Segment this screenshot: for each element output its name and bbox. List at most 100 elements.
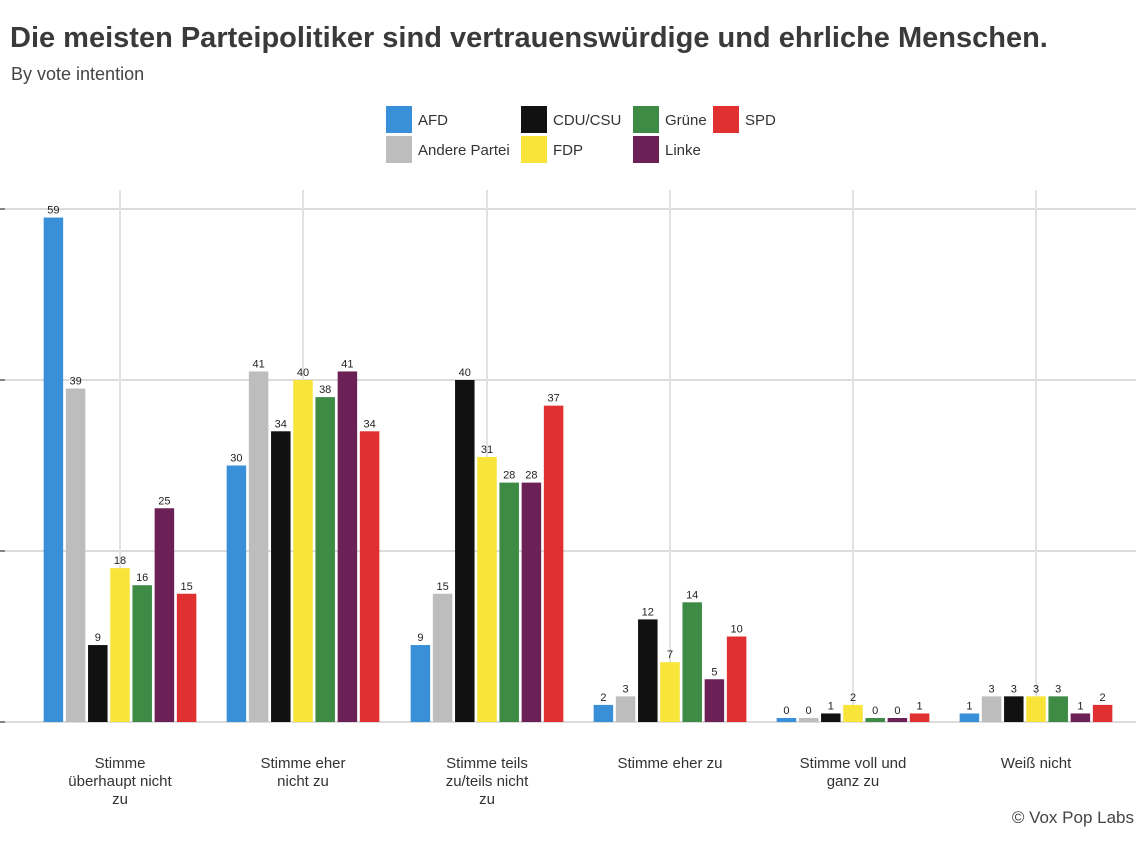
x-axis-labels: Stimme überhaupt nicht zu Stimme eher nicht … (68, 755, 1072, 808)
legend-item-afd: AFD (386, 106, 448, 133)
bar-cdu-csu (821, 713, 841, 722)
value-label: 40 (297, 367, 309, 379)
bar-gr-ne (682, 602, 702, 722)
legend-item-linke: Linke (633, 136, 701, 163)
legend-item-spd: SPD (713, 106, 776, 133)
legend: AFD CDU/CSU Grüne SPD Andere Partei FDP Linke (386, 106, 776, 163)
bar-cdu-csu (88, 645, 108, 722)
bar-andere-partei (798, 718, 819, 722)
bar-fdp (110, 568, 130, 722)
bar-gr-ne (1048, 696, 1068, 722)
bar-linke (704, 679, 725, 722)
value-label: 40 (459, 367, 471, 379)
bars (43, 217, 1113, 723)
legend-label: AFD (418, 112, 448, 129)
bar-afd (959, 713, 980, 722)
chart-subtitle: By vote intention (11, 64, 145, 84)
value-label: 18 (114, 555, 126, 567)
x-tick-label: Stimme voll und ganz zu (800, 755, 907, 790)
chart-title: Die meisten Parteipolitiker sind vertrau… (10, 22, 1048, 54)
bar-gr-ne (865, 718, 885, 722)
value-label: 34 (275, 418, 287, 430)
value-label: 41 (341, 358, 353, 370)
bar-andere-partei (981, 696, 1002, 722)
value-label: 15 (436, 581, 448, 593)
legend-swatch (633, 136, 659, 163)
value-label: 59 (47, 205, 59, 217)
bar-linke (154, 508, 175, 722)
bar-linke (887, 718, 908, 722)
bar-afd (776, 718, 797, 722)
bar-andere-partei (248, 371, 269, 722)
value-label: 0 (783, 705, 789, 717)
bar-fdp (293, 380, 313, 722)
value-label: 9 (417, 632, 423, 644)
value-label: 7 (667, 649, 673, 661)
legend-swatch (713, 106, 739, 133)
value-label: 3 (1033, 683, 1039, 695)
bar-afd (410, 645, 431, 722)
bar-fdp (1026, 696, 1046, 722)
legend-item-fdp: FDP (521, 136, 583, 163)
source-caption: © Vox Pop Labs (1011, 808, 1134, 827)
bar-spd (176, 593, 197, 722)
bar-spd (359, 431, 380, 722)
x-tick-label: Stimme überhaupt nicht zu (68, 755, 172, 808)
value-label: 25 (158, 495, 170, 507)
bar-linke (521, 482, 542, 722)
value-label: 2 (600, 692, 606, 704)
bar-spd (909, 713, 930, 722)
legend-label: Grüne (665, 112, 707, 129)
legend-label: FDP (553, 142, 583, 159)
legend-label: Linke (665, 142, 701, 159)
value-label: 0 (806, 705, 812, 717)
legend-label: SPD (745, 112, 776, 129)
value-label: 3 (1011, 683, 1017, 695)
x-tick-label: Stimme eher zu (617, 755, 722, 772)
bar-gr-ne (499, 482, 519, 722)
bar-fdp (843, 704, 863, 722)
bar-cdu-csu (455, 380, 475, 722)
bar-fdp (660, 662, 680, 722)
bar-andere-partei (615, 696, 636, 722)
value-label: 3 (1055, 683, 1061, 695)
bar-gr-ne (132, 585, 152, 722)
value-label: 31 (481, 444, 493, 456)
value-label: 5 (711, 666, 717, 678)
value-label: 2 (1100, 692, 1106, 704)
value-label: 3 (989, 683, 995, 695)
value-label: 10 (730, 624, 742, 636)
bar-afd (43, 217, 64, 723)
value-label: 37 (547, 393, 559, 405)
value-label: 12 (642, 606, 654, 618)
legend-item-andere-partei: Andere Partei (386, 136, 510, 163)
bar-linke (337, 371, 358, 722)
value-label: 30 (230, 453, 242, 465)
value-label: 3 (623, 683, 629, 695)
value-label: 0 (894, 705, 900, 717)
bar-afd (226, 465, 247, 722)
bar-fdp (477, 456, 497, 722)
value-label: 15 (180, 581, 192, 593)
bar-gr-ne (315, 397, 335, 722)
legend-item-gr-ne: Grüne (633, 106, 707, 133)
legend-label: Andere Partei (418, 142, 510, 159)
value-label: 28 (525, 470, 537, 482)
value-label: 39 (69, 376, 81, 388)
bar-afd (593, 704, 614, 722)
legend-swatch (633, 106, 659, 133)
value-label: 0 (872, 705, 878, 717)
legend-item-cdu-csu: CDU/CSU (521, 106, 621, 133)
x-tick-label: Weiß nicht (1001, 755, 1072, 772)
bar-linke (1070, 713, 1091, 722)
value-label: 28 (503, 470, 515, 482)
x-tick-label: Stimme eher nicht zu (260, 755, 345, 790)
value-label: 41 (252, 358, 264, 370)
bar-andere-partei (432, 593, 453, 722)
bar-andere-partei (65, 388, 86, 722)
legend-swatch (521, 106, 547, 133)
bar-spd (726, 636, 747, 722)
bar-spd (1092, 704, 1113, 722)
